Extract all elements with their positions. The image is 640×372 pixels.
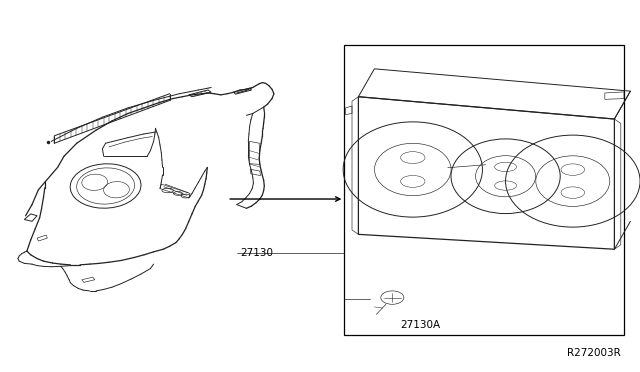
Bar xyxy=(344,45,624,335)
Text: 27130A: 27130A xyxy=(400,321,440,330)
Text: R272003R: R272003R xyxy=(567,349,621,358)
Text: 27130: 27130 xyxy=(240,248,273,258)
